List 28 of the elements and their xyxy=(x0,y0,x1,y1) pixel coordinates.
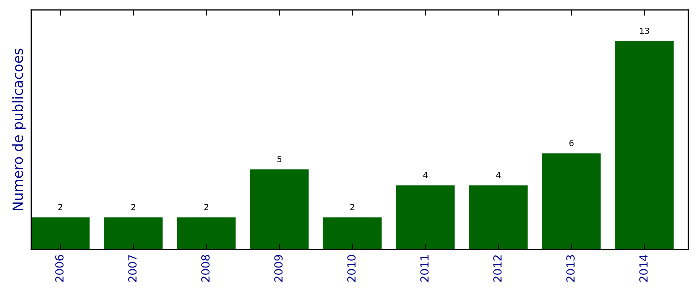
bar xyxy=(177,218,236,250)
data-label: 2 xyxy=(204,204,208,210)
bar xyxy=(469,186,528,250)
x-tick-label: 2013 xyxy=(566,255,575,282)
bar xyxy=(542,154,601,250)
x-tick-label: 2010 xyxy=(348,255,356,282)
bar xyxy=(31,218,90,250)
x-tick-label: 2009 xyxy=(274,255,283,282)
data-label: 4 xyxy=(423,172,428,178)
data-label: 5 xyxy=(278,156,282,162)
y-axis-title: Numero de publicacoes xyxy=(12,48,26,210)
data-label: 4 xyxy=(496,172,501,178)
x-tick-label: 2011 xyxy=(420,256,429,282)
data-label: 2 xyxy=(58,204,62,210)
x-tick-label: 2014 xyxy=(640,255,648,282)
data-label: 13 xyxy=(640,28,650,34)
x-tick-label: 2006 xyxy=(55,255,64,282)
bar xyxy=(616,41,674,250)
bar xyxy=(104,218,163,250)
bar xyxy=(323,218,382,250)
data-label: 2 xyxy=(132,204,136,210)
x-tick-label: 2007 xyxy=(128,255,137,282)
bar xyxy=(396,186,455,250)
data-label: 6 xyxy=(570,140,574,146)
x-tick-label: 2008 xyxy=(201,255,210,282)
data-label: 2 xyxy=(350,204,354,210)
x-tick-label: 2012 xyxy=(494,256,502,282)
bar xyxy=(250,170,309,250)
